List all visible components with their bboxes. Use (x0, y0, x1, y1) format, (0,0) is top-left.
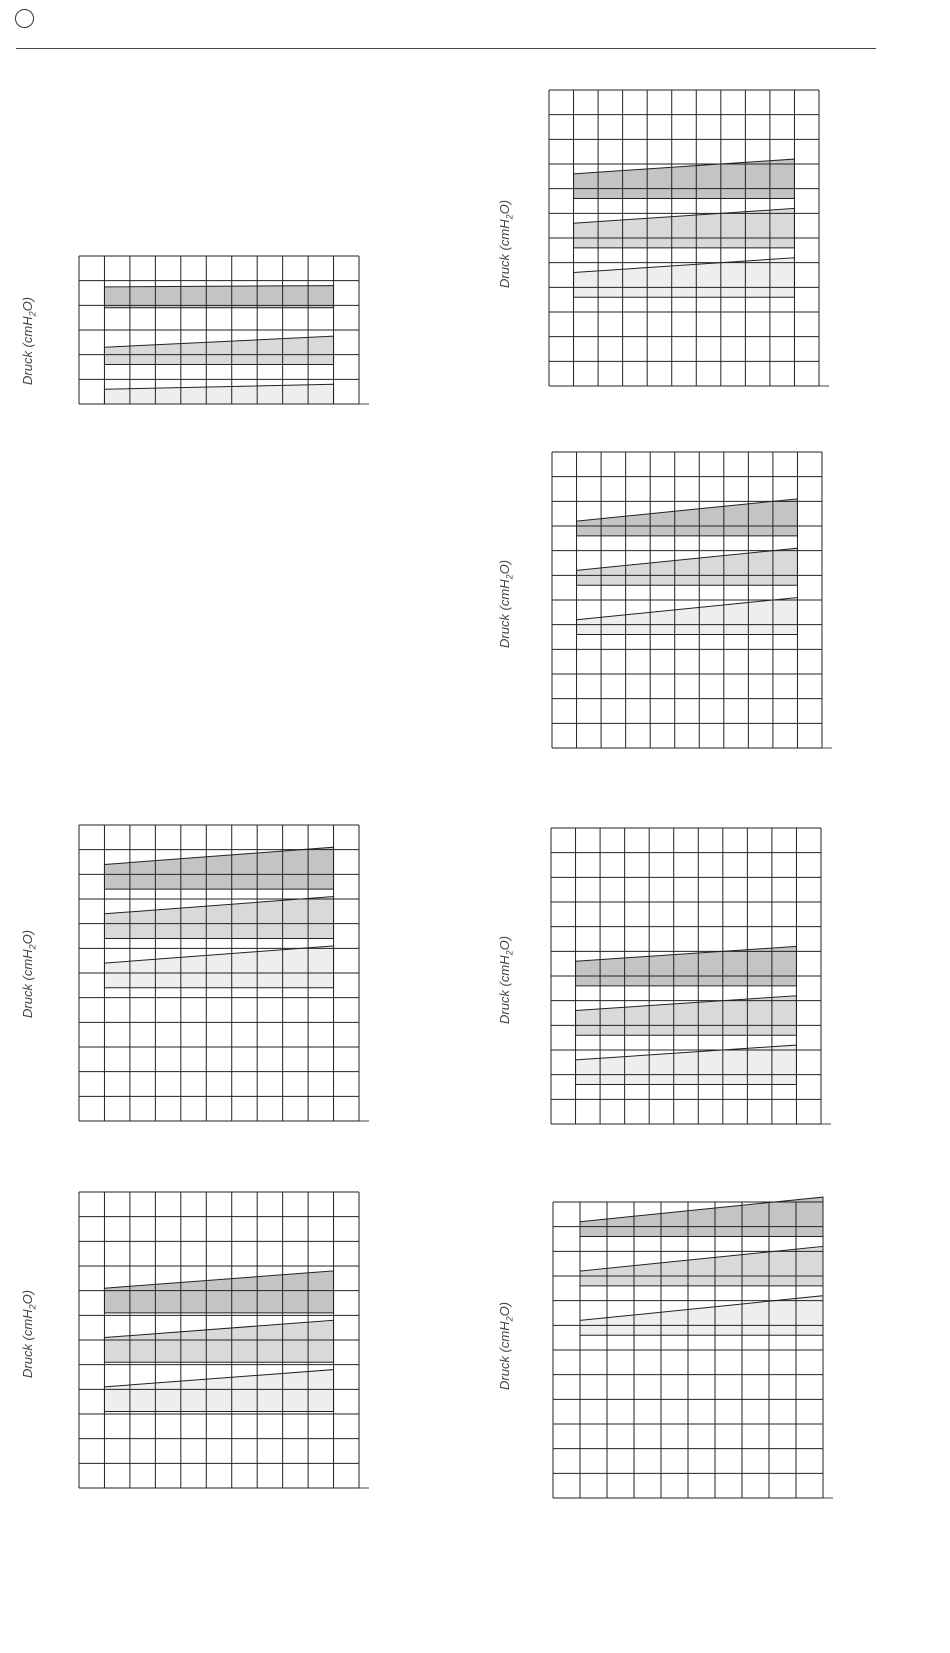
y-axis-label-subscript: 2 (504, 950, 515, 956)
chart-4-band-2 (103, 895, 335, 939)
y-axis-label-prefix: Druck (cmH (497, 219, 512, 288)
chart-5-band-2 (575, 995, 797, 1036)
chart-3-band-1 (576, 498, 798, 537)
y-axis-label-suffix: O) (20, 296, 35, 312)
chart-4-y-axis-label: Druck (cmH2O) (20, 930, 38, 1018)
chart-6-band-1 (103, 1270, 335, 1314)
y-axis-label-prefix: Druck (cmH (20, 949, 35, 1018)
chart-2-band-1 (573, 158, 795, 200)
chart-3-band-2 (576, 547, 798, 586)
y-axis-label-subscript: 2 (27, 1304, 38, 1310)
y-axis-label-prefix: Druck (cmH (497, 955, 512, 1024)
y-axis-label-subscript: 2 (504, 214, 515, 220)
y-axis-label-suffix: O) (497, 559, 512, 575)
chart-6-band-3 (103, 1369, 335, 1413)
chart-2-y-axis-label: Druck (cmH2O) (497, 200, 515, 288)
chart-5-y-axis-label: Druck (cmH2O) (497, 936, 515, 1024)
chart-1-y-axis-label: Druck (cmH2O) (20, 297, 38, 385)
y-axis-label-subscript: 2 (504, 1316, 515, 1322)
y-axis-label-suffix: O) (20, 1289, 35, 1305)
header-rule (16, 48, 876, 49)
chart-2-band-3 (573, 257, 795, 298)
chart-3-band-3 (576, 596, 798, 636)
chart-6-band-2 (103, 1319, 335, 1363)
y-axis-label-suffix: O) (20, 929, 35, 945)
y-axis-label-suffix: O) (497, 935, 512, 951)
chart-1-band-1 (103, 285, 335, 309)
chart-7-y-axis-label: Druck (cmH2O) (497, 1302, 515, 1390)
chart-3-y-axis-label: Druck (cmH2O) (497, 560, 515, 648)
y-axis-label-subscript: 2 (27, 311, 38, 317)
chart-7-band-1 (579, 1196, 824, 1238)
chart-4-band-1 (103, 846, 335, 890)
chart-5-band-1 (575, 945, 797, 987)
y-axis-label-prefix: Druck (cmH (20, 1309, 35, 1378)
chart-7-band-2 (579, 1245, 824, 1287)
chart-7-band-3 (579, 1295, 824, 1336)
chart-2-band-2 (573, 207, 795, 249)
chart-1-band-2 (103, 335, 335, 366)
page-marker-circle (15, 9, 34, 28)
y-axis-label-prefix: Druck (cmH (497, 579, 512, 648)
chart-5-band-3 (575, 1044, 797, 1086)
y-axis-label-subscript: 2 (27, 944, 38, 950)
chart-6-y-axis-label: Druck (cmH2O) (20, 1290, 38, 1378)
y-axis-label-prefix: Druck (cmH (497, 1321, 512, 1390)
y-axis-label-suffix: O) (497, 1301, 512, 1317)
chart-1-band-3 (103, 383, 335, 405)
y-axis-label-suffix: O) (497, 199, 512, 215)
y-axis-label-subscript: 2 (504, 574, 515, 580)
chart-4-band-3 (103, 945, 335, 989)
y-axis-label-prefix: Druck (cmH (20, 316, 35, 385)
